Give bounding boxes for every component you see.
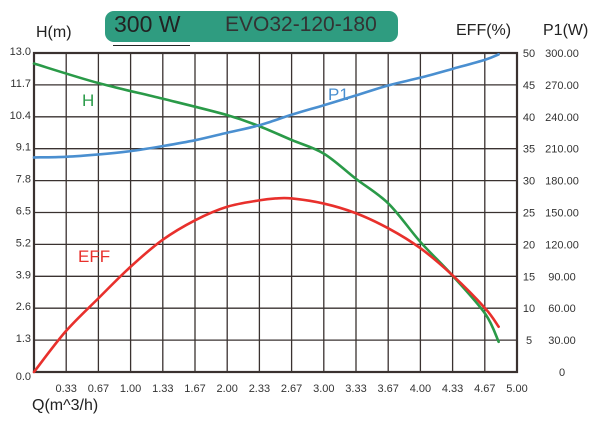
y-eff-tick-label: 50	[523, 48, 535, 60]
series-line-eff	[32, 196, 500, 374]
x-tick-label: 3.67	[377, 383, 398, 395]
x-tick-label: 3.00	[313, 383, 334, 395]
y-left-tick-label: 5.2	[16, 237, 31, 249]
y-left-tick-label: 11.7	[10, 78, 31, 90]
x-tick-label: 4.33	[442, 383, 463, 395]
y-eff-tick-label: 5	[526, 335, 532, 347]
y-eff-tick-label: 10	[523, 303, 535, 315]
model-power: 300 W	[114, 11, 181, 37]
series-label-eff: EFF	[78, 247, 110, 266]
x-tick-label: 3.33	[345, 383, 366, 395]
y-p1-tick-label: 150.00	[545, 208, 579, 220]
y-left-tick-label: 6.5	[16, 206, 31, 218]
x-tick-label: 1.00	[120, 383, 141, 395]
x-tick-label: 5.00	[506, 383, 527, 395]
y-left-tick-label: 0.0	[16, 371, 31, 383]
y-p1-tick-label: 60.00	[548, 303, 576, 315]
series-label-p1: P1	[328, 85, 349, 104]
y-p1-tick-label: 120.00	[545, 239, 579, 251]
y-left-tick-label: 10.4	[10, 110, 31, 122]
y-p1-label: P1(W)	[543, 22, 589, 39]
plot-frame	[32, 51, 519, 374]
y-p1-tick-label: 30.00	[548, 335, 576, 347]
y-p1-tick-label: 240.00	[545, 112, 579, 124]
y-left-label: H(m)	[36, 24, 72, 41]
model-badge	[105, 11, 398, 42]
y-p1-tick-label: 90.00	[548, 271, 576, 283]
x-tick-label: 2.33	[249, 383, 270, 395]
series-label-h: H	[82, 91, 94, 110]
y-eff-tick-label: 25	[523, 208, 535, 220]
x-tick-label: 2.67	[281, 383, 302, 395]
y-left-tick-label: 13.0	[10, 46, 31, 58]
series-line-p1	[32, 53, 500, 159]
y-p1-tick-label: 210.00	[545, 144, 579, 156]
x-tick-label: 0.33	[55, 383, 76, 395]
y-eff-tick-label: 40	[523, 112, 535, 124]
power-underline	[113, 45, 190, 46]
y-eff-tick-label: 30	[523, 176, 535, 188]
y-eff-tick-label: 35	[523, 144, 535, 156]
y-eff-tick-label: 20	[523, 239, 535, 251]
y-left-tick-label: 3.9	[16, 269, 31, 281]
series-line-h	[32, 62, 500, 344]
x-axis-label: Q(m^3/h)	[32, 397, 99, 414]
y-p1-tick-label: 300.00	[545, 48, 579, 60]
y-eff-label: EFF(%)	[456, 22, 512, 39]
y-left-tick-label: 9.1	[16, 142, 31, 154]
x-tick-label: 4.00	[410, 383, 431, 395]
y-eff-tick-label: 15	[523, 271, 535, 283]
x-tick-label: 2.00	[216, 383, 237, 395]
y-p1-tick-label: 270.00	[545, 80, 579, 92]
x-tick-label: 1.33	[152, 383, 173, 395]
x-tick-label: 1.67	[184, 383, 205, 395]
y-left-tick-label: 7.8	[16, 174, 31, 186]
y-eff-tick-label: 45	[523, 80, 535, 92]
y-p1-tick-label: 0	[559, 367, 565, 379]
y-p1-tick-label: 180.00	[545, 176, 579, 188]
x-tick-label: 0.67	[88, 383, 109, 395]
model-name: EVO32-120-180	[225, 13, 377, 36]
y-left-tick-label: 1.3	[16, 333, 31, 345]
y-left-tick-label: 2.6	[16, 301, 31, 313]
x-tick-label: 4.67	[474, 383, 495, 395]
